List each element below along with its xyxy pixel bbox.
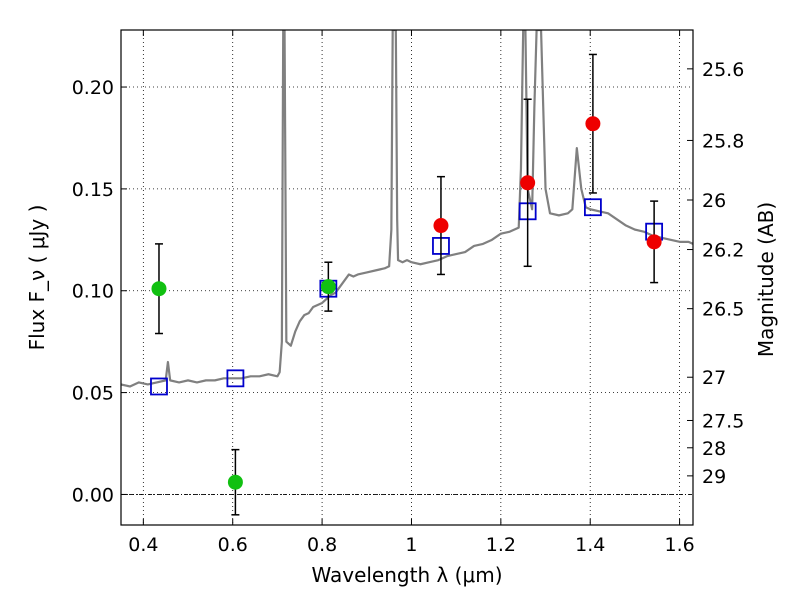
- right-tick-label: 26.5: [702, 299, 744, 321]
- green-point-marker: [320, 279, 336, 295]
- x-tick-label: 1.2: [486, 534, 516, 556]
- plot-frame: [120, 29, 694, 526]
- y-tick-label: 0.10: [72, 281, 114, 303]
- green-point-marker: [151, 281, 167, 297]
- plot-area: [121, 30, 693, 516]
- x-tick-label: 1.4: [575, 534, 605, 556]
- right-tick-label: 27.5: [702, 410, 744, 432]
- right-tick-label: 26.2: [702, 240, 744, 262]
- y-tick-label: 0.15: [72, 179, 114, 201]
- x-tick-label: 0.4: [128, 534, 158, 556]
- green-point-marker: [227, 474, 243, 490]
- y-tick-label: 0.05: [72, 383, 114, 405]
- model-square-marker: [226, 369, 245, 388]
- red-point-marker: [646, 234, 662, 250]
- grid: [121, 30, 693, 525]
- red-point-marker: [585, 116, 601, 132]
- right-tick-label: 26: [702, 190, 726, 212]
- red-point-marker: [520, 175, 536, 191]
- y-axis-title-left: Flux F_ν ( μJy ): [25, 205, 49, 351]
- x-tick-label: 0.8: [307, 534, 337, 556]
- red-point-marker: [433, 218, 449, 234]
- right-tick-label: 29: [702, 466, 726, 488]
- model-square-marker: [150, 377, 168, 396]
- x-axis-title: Wavelength λ (μm): [311, 563, 502, 587]
- y-tick-label: 0.20: [72, 77, 114, 99]
- right-tick-label: 25.8: [702, 130, 744, 152]
- model-square-marker: [584, 198, 602, 217]
- template-spectrum-line: [121, 30, 693, 388]
- y-tick-label: 0.00: [72, 484, 114, 506]
- right-tick-label: 27: [702, 367, 726, 389]
- right-tick-label: 25.6: [702, 59, 744, 81]
- x-tick-label: 1: [405, 534, 417, 556]
- ticks: 0.4 0.6 0.8 1 1.2 1.4 1.6 0.00 0.05 0.10 0.15 0.20 2…: [72, 30, 744, 556]
- right-tick-label: 28: [702, 438, 726, 460]
- y-axis-title-right: Magnitude (AB): [754, 202, 778, 357]
- x-tick-label: 0.6: [218, 534, 248, 556]
- x-tick-label: 1.6: [664, 534, 694, 556]
